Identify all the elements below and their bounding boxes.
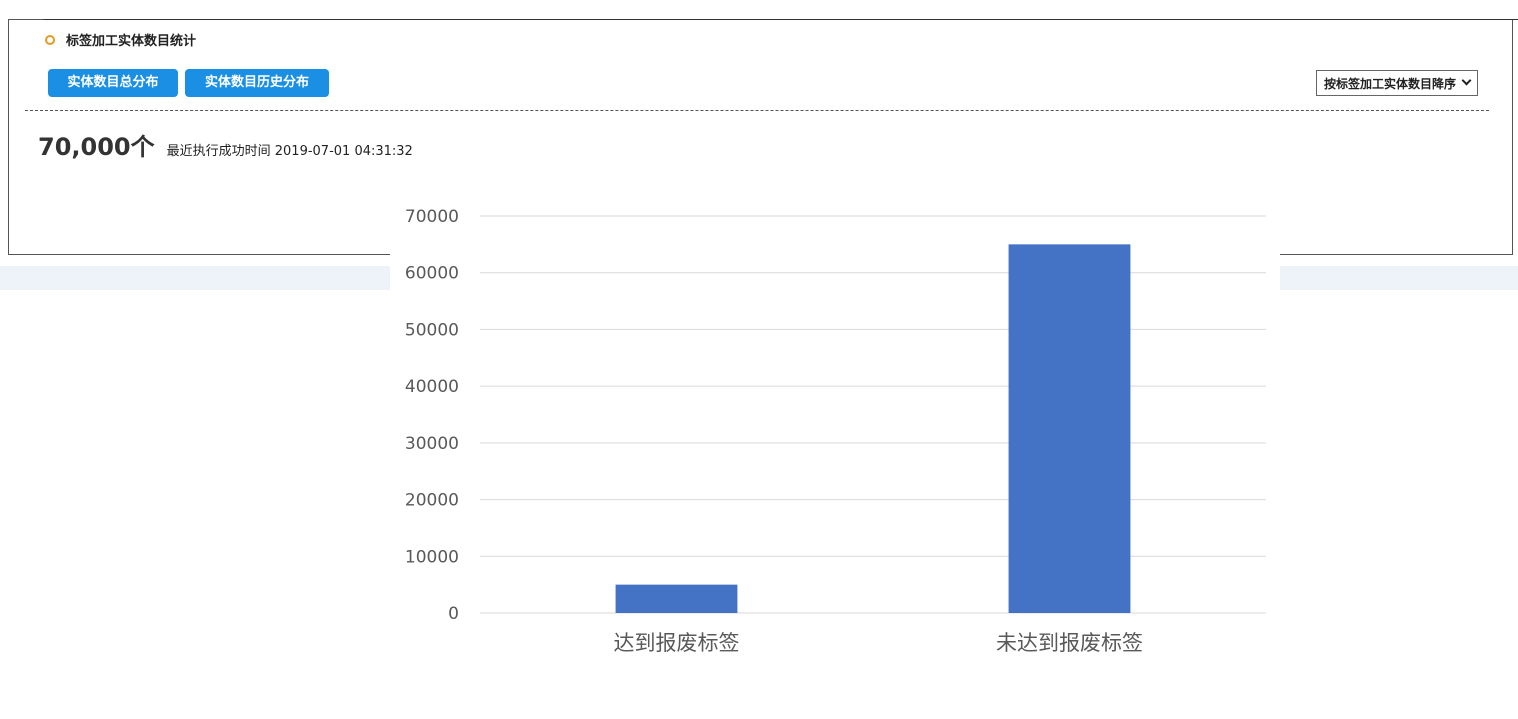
section-header: 标签加工实体数目统计 xyxy=(45,30,196,49)
chevron-down-icon xyxy=(1461,75,1472,86)
bar xyxy=(615,584,738,613)
y-tick-label: 10000 xyxy=(405,547,459,567)
history-distribution-button[interactable]: 实体数目历史分布 xyxy=(185,69,329,97)
x-category-label: 未达到报废标签 xyxy=(996,631,1143,655)
y-tick-label: 0 xyxy=(448,604,459,624)
x-category-label: 达到报废标签 xyxy=(614,631,740,655)
sort-select[interactable]: 按标签加工实体数目降序 xyxy=(1316,70,1478,96)
y-tick-label: 40000 xyxy=(405,377,459,397)
top-rule xyxy=(43,19,1518,20)
last-run-time: 最近执行成功时间 2019-07-01 04:31:32 xyxy=(166,144,413,159)
y-tick-label: 70000 xyxy=(405,207,459,227)
y-tick-label: 20000 xyxy=(405,491,459,511)
chart-canvas: 0 10000 20000 30000 40000 50000 60000 70000 达到报废… xyxy=(405,207,1266,655)
dashed-divider xyxy=(25,110,1489,111)
sort-select-value: 按标签加工实体数目降序 xyxy=(1324,76,1456,91)
y-tick-label: 50000 xyxy=(405,320,459,340)
circle-bullet-icon xyxy=(45,34,55,45)
total-entity-count: 70,000个 xyxy=(38,133,155,161)
y-tick-label: 30000 xyxy=(405,434,459,454)
total-distribution-button[interactable]: 实体数目总分布 xyxy=(48,69,178,97)
section-title: 标签加工实体数目统计 xyxy=(66,34,197,49)
y-tick-label: 60000 xyxy=(405,264,459,284)
bar-chart: 0 10000 20000 30000 40000 50000 60000 70000 达到报废… xyxy=(390,185,1280,685)
bar xyxy=(1008,244,1131,613)
summary-row: 70,000个 最近执行成功时间 2019-07-01 04:31:32 xyxy=(38,127,413,162)
